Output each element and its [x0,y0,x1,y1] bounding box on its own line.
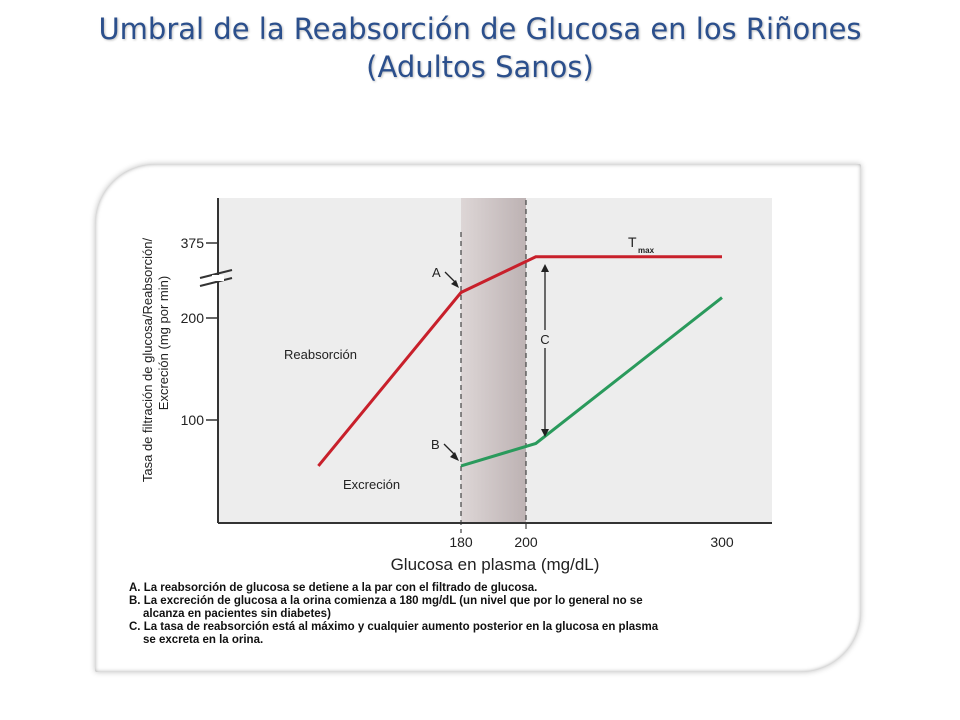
note-b: B. La excreción de glucosa a la orina co… [129,595,643,607]
title-line-2: (Adultos Sanos) [366,50,594,84]
annotation-b: B [431,437,440,452]
annotation-c-arrowhead-down [541,429,549,437]
annotation-b-arrowhead [450,452,459,461]
note-b-cont: alcanza en pacientes sin diabetes) [143,608,331,620]
y-tick-label: 100 [181,412,205,428]
x-axis-title: Glucosa en plasma (mg/dL) [391,555,600,574]
annotation-tmax-subscript: max [638,246,655,255]
annotation-c-bg [537,330,553,348]
annotation-c: C [540,332,549,347]
note-c: C. La tasa de reabsorción está al máximo… [129,621,659,633]
figure-notes: A. La reabsorción de glucosa se detiene … [129,582,779,647]
slide-title: Umbral de la Reabsorción de Glucosa en l… [0,10,960,86]
annotation-a: A [432,265,441,280]
axis-break-mark [199,277,233,287]
y-tick-label: 200 [181,310,205,326]
annotation-a-arrowhead [451,280,459,288]
reabsorption-line [317,255,722,467]
title-line-1: Umbral de la Reabsorción de Glucosa en l… [98,12,862,46]
axis-break-gap [212,275,224,281]
series-label-excretion: Excreción [343,477,400,492]
note-c-cont: se excreta en la orina. [143,634,264,646]
threshold-band [461,198,526,523]
y-axis-title: Tasa de filtración de glucosa/Reabsorció… [140,237,155,482]
x-tick-label: 200 [514,534,538,550]
series-label-reabsorption: Reabsorción [284,347,357,362]
axis-break-mark [199,269,233,279]
annotation-tmax: T [628,234,637,250]
note-a: A. La reabsorción de glucosa se detiene … [129,582,538,594]
y-axis-title: Excreción (mg por min) [156,276,171,410]
x-tick-label: 300 [710,534,734,550]
annotation-c-arrowhead-up [541,264,549,272]
y-tick-label: 375 [181,235,205,251]
x-tick-label: 180 [449,534,473,550]
